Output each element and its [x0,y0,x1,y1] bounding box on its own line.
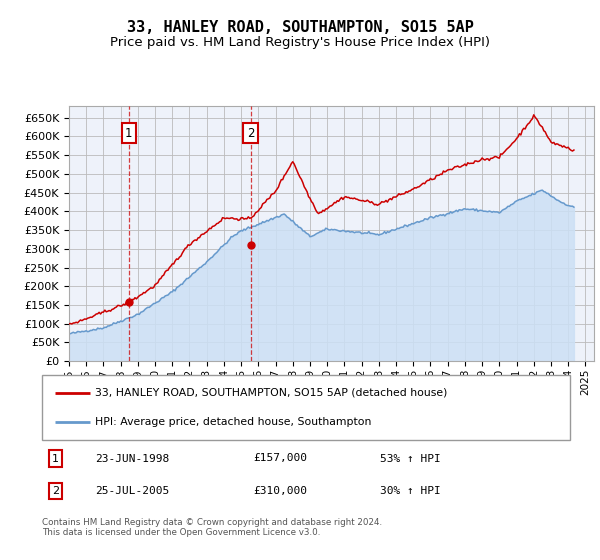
Text: 30% ↑ HPI: 30% ↑ HPI [380,486,440,496]
Text: 23-JUN-1998: 23-JUN-1998 [95,454,169,464]
Text: HPI: Average price, detached house, Southampton: HPI: Average price, detached house, Sout… [95,417,371,427]
Text: 25-JUL-2005: 25-JUL-2005 [95,486,169,496]
Text: Price paid vs. HM Land Registry's House Price Index (HPI): Price paid vs. HM Land Registry's House … [110,36,490,49]
Text: 1: 1 [125,127,133,139]
Text: 33, HANLEY ROAD, SOUTHAMPTON, SO15 5AP: 33, HANLEY ROAD, SOUTHAMPTON, SO15 5AP [127,20,473,35]
Text: 2: 2 [247,127,254,139]
Text: 53% ↑ HPI: 53% ↑ HPI [380,454,440,464]
Text: 1: 1 [52,454,59,464]
Text: 2: 2 [52,486,59,496]
Text: 33, HANLEY ROAD, SOUTHAMPTON, SO15 5AP (detached house): 33, HANLEY ROAD, SOUTHAMPTON, SO15 5AP (… [95,388,447,398]
Text: £310,000: £310,000 [253,486,307,496]
Text: £157,000: £157,000 [253,454,307,464]
Text: Contains HM Land Registry data © Crown copyright and database right 2024.
This d: Contains HM Land Registry data © Crown c… [42,518,382,538]
